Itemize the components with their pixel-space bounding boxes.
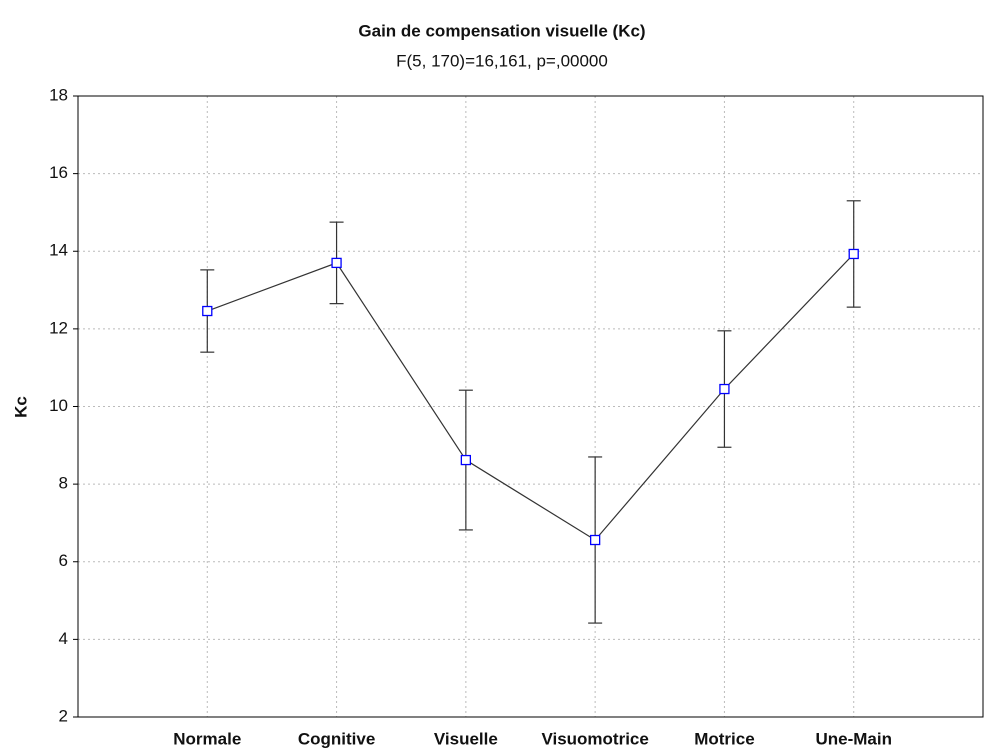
chart-title: Gain de compensation visuelle (Kc): [358, 21, 645, 40]
x-tick-label: Motrice: [694, 729, 754, 748]
x-tick-label: Une-Main: [815, 729, 892, 748]
plot-frame: [77, 95, 984, 718]
x-tick-label: Visuomotrice: [541, 729, 648, 748]
y-tick-label: 6: [59, 551, 68, 570]
y-tick-label: 8: [59, 474, 68, 493]
point: [848, 248, 859, 260]
y-tick-label: 10: [49, 396, 68, 415]
point: [331, 257, 342, 269]
y-tick-label: 16: [49, 163, 68, 182]
y-tick-label: 4: [59, 629, 68, 648]
point: [202, 305, 213, 317]
y-tick-label: 14: [49, 241, 68, 260]
chart-subtitle: F(5, 170)=16,161, p=,00000: [396, 51, 608, 70]
series-line: [207, 253, 855, 541]
y-tick-label: 12: [49, 318, 68, 337]
y-tick-label: 18: [49, 85, 68, 104]
point: [460, 454, 472, 466]
x-tick-label: Visuelle: [434, 729, 498, 748]
point: [589, 534, 601, 546]
y-axis-label: Kc: [11, 396, 30, 418]
point: [719, 383, 730, 395]
x-tick-label: Normale: [173, 729, 241, 748]
x-tick-label: Cognitive: [298, 729, 375, 748]
y-tick-label: 2: [59, 706, 68, 725]
